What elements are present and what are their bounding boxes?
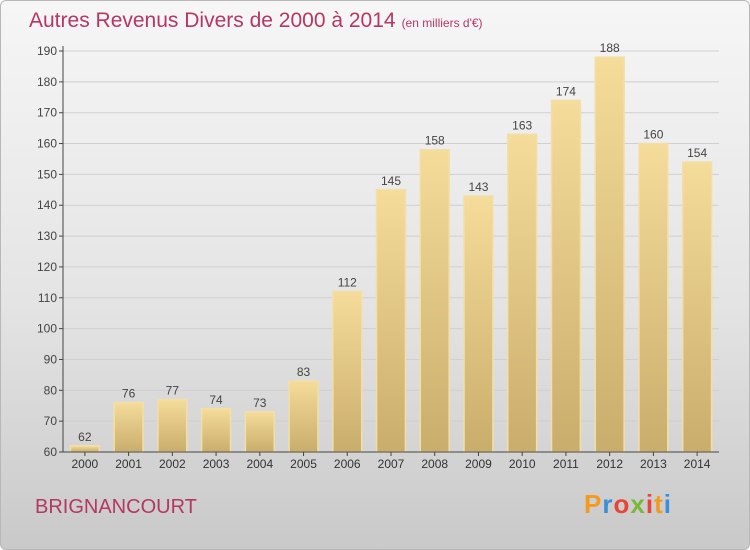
bar <box>200 408 232 453</box>
bar <box>157 398 188 453</box>
chart-title-block: Autres Revenus Divers de 2000 à 2014 (en … <box>29 9 483 33</box>
bar <box>375 189 407 453</box>
x-tick-label: 2005 <box>290 457 317 471</box>
x-tick-label: 2004 <box>246 457 273 471</box>
data-label: 73 <box>253 396 267 410</box>
y-tick-label: 100 <box>37 322 57 336</box>
bar <box>419 148 450 453</box>
bar <box>332 290 363 453</box>
data-label: 188 <box>600 41 620 55</box>
bar <box>594 56 625 453</box>
data-label: 158 <box>425 134 445 148</box>
bar <box>550 99 582 453</box>
y-tick-label: 170 <box>37 106 57 120</box>
x-tick-label: 2012 <box>596 457 623 471</box>
bar <box>507 133 538 453</box>
bars <box>69 56 713 453</box>
y-tick-label: 190 <box>37 44 57 58</box>
bar <box>113 401 144 453</box>
x-tick-label: 2014 <box>684 457 711 471</box>
data-label: 160 <box>643 128 663 142</box>
x-tick-label: 2007 <box>378 457 405 471</box>
data-label: 145 <box>381 174 401 188</box>
chart-subtitle: (en milliers d'€) <box>401 16 483 30</box>
x-tick-label: 2013 <box>640 457 667 471</box>
x-tick-label: 2003 <box>203 457 230 471</box>
y-tick-label: 150 <box>37 167 57 181</box>
chart-title: Autres Revenus Divers de 2000 à 2014 <box>29 9 396 32</box>
data-label: 77 <box>166 384 180 398</box>
x-tick-label: 2008 <box>421 457 448 471</box>
y-tick-label: 180 <box>37 75 57 89</box>
bar <box>463 195 494 453</box>
y-tick-label: 140 <box>37 198 57 212</box>
y-tick-label: 60 <box>44 445 58 459</box>
y-tick-label: 110 <box>38 291 57 305</box>
x-tick-label: 2000 <box>72 457 99 471</box>
y-tick-label: 160 <box>37 137 57 151</box>
x-tick-label: 2001 <box>115 457 142 471</box>
bar <box>69 445 101 453</box>
x-tick-label: 2006 <box>334 457 361 471</box>
y-tick-labels: 60 70 80 90 100 110 120 130 140 150 160 170 180 190 <box>37 44 57 459</box>
y-tick-label: 70 <box>44 414 58 428</box>
data-label: 174 <box>556 84 576 98</box>
x-tick-label: 2011 <box>553 457 579 471</box>
data-label: 112 <box>338 276 357 290</box>
data-label: 74 <box>209 393 223 407</box>
data-label: 143 <box>468 180 488 194</box>
data-labels: 62 76 77 74 73 83 112 145 158 143 163 174 188 160 154 <box>78 41 707 444</box>
y-tick-label: 90 <box>44 352 58 366</box>
x-tick-label: 2002 <box>159 457 186 471</box>
data-label: 163 <box>512 118 532 132</box>
x-tick-label: 2010 <box>509 457 536 471</box>
x-tick-label: 2009 <box>465 457 492 471</box>
data-label: 154 <box>687 146 707 160</box>
y-tick-label: 120 <box>37 260 57 274</box>
y-tick-label: 80 <box>44 383 58 397</box>
data-label: 62 <box>78 430 92 444</box>
x-tick-labels: 2000 2001 2002 2003 2004 2005 2006 2007 2008 2009… <box>72 457 711 471</box>
bar <box>288 380 319 453</box>
bar <box>681 161 713 453</box>
bar <box>244 411 275 453</box>
data-label: 76 <box>122 387 136 401</box>
bar <box>638 142 669 453</box>
proxiti-logo: Proxiti <box>584 489 672 519</box>
axes <box>59 46 719 456</box>
data-label: 83 <box>297 365 311 379</box>
location-label: BRIGNANCOURT <box>35 496 197 518</box>
y-tick-label: 130 <box>37 229 57 243</box>
